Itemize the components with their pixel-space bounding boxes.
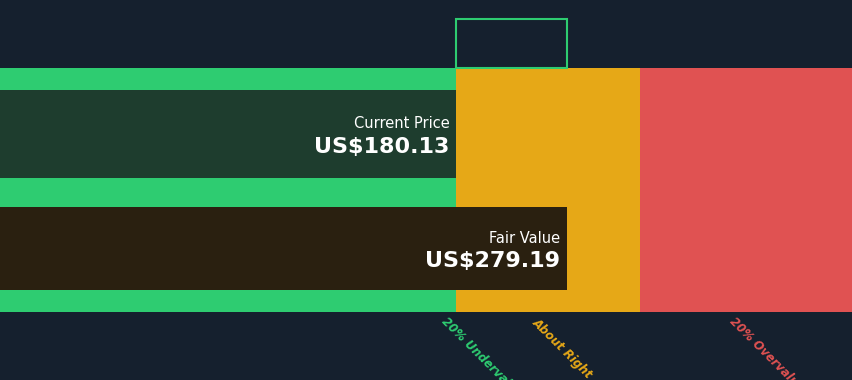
Text: About Right: About Right <box>529 315 594 380</box>
Bar <box>0 207 567 290</box>
Bar <box>0 68 456 90</box>
Bar <box>456 19 567 68</box>
Text: Current Price: Current Price <box>354 116 449 131</box>
Text: US$180.13: US$180.13 <box>314 137 449 157</box>
Bar <box>639 68 852 312</box>
Text: 20% Undervalued: 20% Undervalued <box>438 315 529 380</box>
Bar <box>0 290 456 312</box>
Bar <box>0 68 456 312</box>
Text: US$279.19: US$279.19 <box>425 251 560 271</box>
Text: Fair Value: Fair Value <box>489 231 560 246</box>
Bar <box>0 90 456 178</box>
Text: 20% Overvalued: 20% Overvalued <box>726 315 811 380</box>
Bar <box>456 68 639 312</box>
